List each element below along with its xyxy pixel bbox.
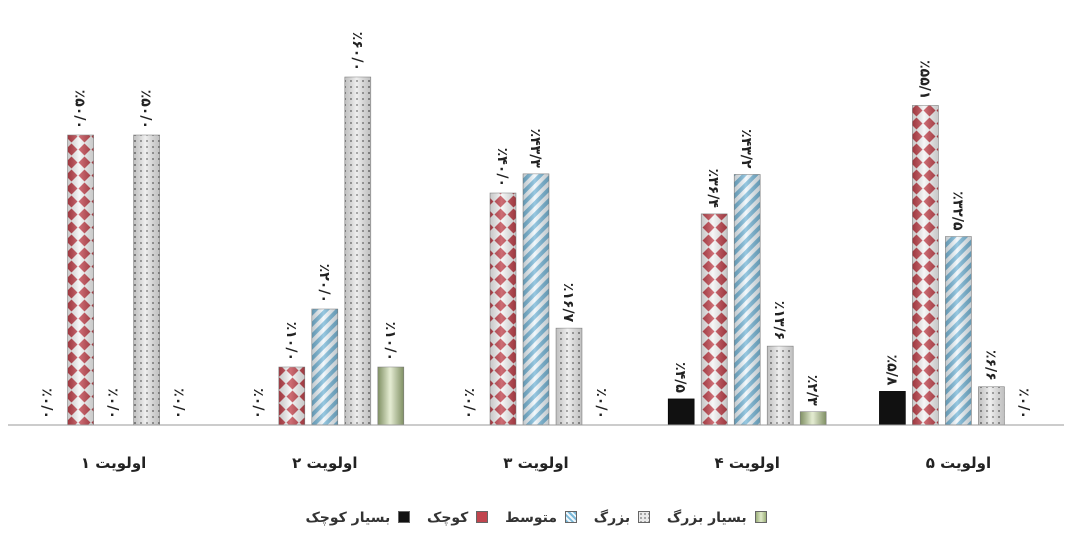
- value-label-xlarge-2: ٪۱۰/۰: [382, 322, 398, 361]
- x-axis: اولویت ۱ اولویت ۲ اولویت ۳ اولویت ۴ اولویت ۵: [8, 424, 1064, 472]
- value-label-medium-1: ٪۰/۰: [105, 388, 121, 419]
- legend-item-medium: متوسط: [505, 510, 577, 526]
- bar-shine-small-3: [490, 193, 516, 425]
- value-label-medium-3: ٪۴۳/۳: [527, 129, 543, 169]
- value-label-xsmall-1: ٪۰/۰: [39, 388, 55, 419]
- legend-item-xlarge: بسیار بزرگ: [667, 510, 767, 526]
- legend-swatch-xsmall: [398, 511, 411, 523]
- bar-shine-small-2: [278, 367, 305, 425]
- value-label-xlarge-1: ٪۰/۰: [171, 388, 187, 419]
- value-label-medium-4: ٪۴۳/۲: [738, 129, 754, 169]
- bar-shine-large-2: [344, 77, 371, 425]
- bar-shine-large-4: [767, 346, 794, 425]
- legend-swatch-small: [476, 511, 489, 523]
- category-label-1: اولویت ۱: [81, 454, 146, 472]
- bar-shine-medium-5: [945, 236, 972, 425]
- value-label-small-1: ٪۵۰/۰: [72, 90, 88, 129]
- value-label-large-2: ٪۶۰/۰: [349, 32, 365, 71]
- legend-label-medium: متوسط: [505, 510, 557, 526]
- legend-label-xsmall: بسیار کوچک: [305, 510, 391, 526]
- bar-shine-small-1: [67, 135, 94, 425]
- legend-label-xlarge: بسیار بزرگ: [666, 510, 747, 526]
- category-label-3: اولویت ۳: [503, 454, 568, 472]
- bar-shine-medium-2: [311, 309, 338, 425]
- legend-swatch-xlarge: [754, 511, 767, 523]
- bars-layer: [67, 76, 1005, 426]
- bar-shine-small-5: [912, 105, 939, 426]
- value-label-small-4: ٪۳۶/۴: [705, 169, 721, 209]
- value-label-xsmall-4: ٪۴/۵: [672, 362, 688, 393]
- value-label-large-5: ٪۶/۶: [982, 350, 998, 381]
- value-label-xsmall-3: ٪۰/۰: [461, 388, 477, 419]
- bar-shine-large-1: [133, 135, 160, 425]
- category-label-4: اولویت ۴: [714, 454, 779, 472]
- value-label-xsmall-2: ٪۰/۰: [250, 388, 266, 419]
- legend-item-large: بزرگ: [594, 510, 650, 526]
- value-label-small-5: ٪۵۵/۱: [916, 60, 932, 99]
- value-label-xsmall-5: ٪۵/۸: [883, 355, 899, 386]
- legend: بسیار بزرگ بزرگ متوسط کوچک بسیار کوچک: [0, 510, 1072, 526]
- value-label-xlarge-3: ٪۰/۰: [593, 388, 609, 419]
- bar-shine-medium-4: [734, 174, 761, 425]
- legend-swatch-large: [638, 511, 650, 523]
- value-label-medium-5: ٪۳۲/۵: [949, 191, 965, 231]
- value-labels-layer: ٪۰/۰ ٪۵۰/۰ ٪۰/۰ ٪۵۰/۰ ٪۰/۰ ٪۰/۰ ٪۱۰/۰ ٪۲۰/۰ ٪۶۰/…: [39, 32, 1032, 419]
- bar-shine-xlarge-4: [800, 411, 827, 425]
- bar-shine-large-3: [556, 328, 582, 425]
- bar-xsmall-4: [667, 398, 695, 426]
- bar-shine-small-4: [701, 213, 728, 425]
- value-label-large-1: ٪۵۰/۰: [138, 90, 154, 129]
- legend-item-small: کوچک: [426, 510, 489, 526]
- bar-shine-large-5: [978, 386, 1005, 425]
- bar-xsmall-5: [879, 391, 906, 426]
- value-label-xlarge-5: ٪۰/۰: [1015, 388, 1031, 419]
- legend-label-small: کوچک: [426, 510, 469, 526]
- value-label-large-3: ٪۱۶/۷: [560, 283, 576, 323]
- bar-shine-xlarge-2: [377, 367, 404, 425]
- value-label-large-4: ٪۱۳/۶: [771, 301, 787, 340]
- value-label-xlarge-4: ٪۲/۳: [804, 375, 820, 406]
- legend-item-xsmall: بسیار کوچک: [305, 510, 411, 526]
- value-label-medium-2: ٪۲۰/۰: [316, 264, 332, 303]
- bar-shine-medium-3: [523, 173, 549, 425]
- legend-label-large: بزرگ: [593, 510, 631, 526]
- value-label-small-2: ٪۱۰/۰: [283, 322, 299, 361]
- category-label-2: اولویت ۲: [292, 454, 357, 472]
- legend-swatch-medium: [564, 511, 577, 523]
- category-label-5: اولویت ۵: [926, 454, 991, 472]
- value-label-small-3: ٪۴۰/۰: [494, 148, 510, 187]
